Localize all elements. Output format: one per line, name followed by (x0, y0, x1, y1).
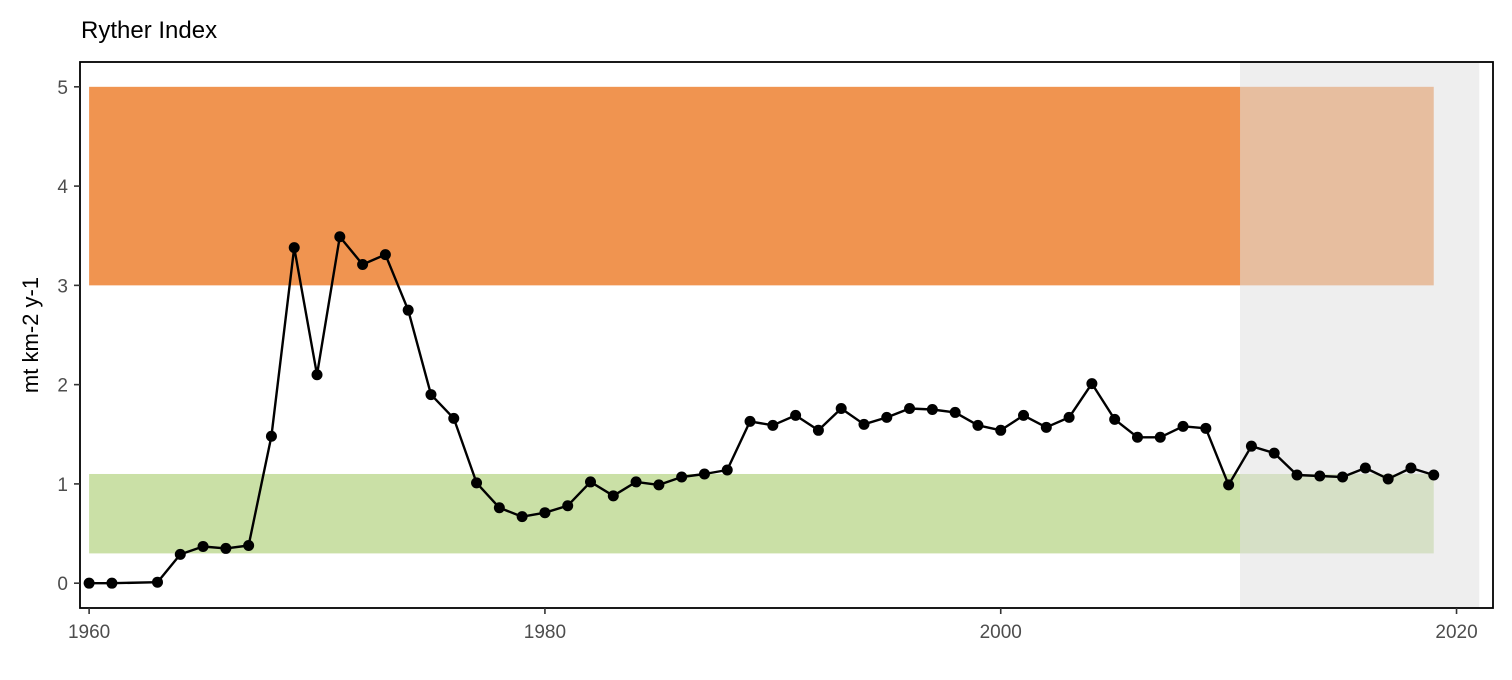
highlight-region (1240, 62, 1480, 608)
x-tick-label: 1960 (68, 622, 110, 643)
data-point (265, 430, 277, 442)
data-point (653, 479, 665, 491)
data-point (1245, 440, 1257, 452)
chart-title: Ryther Index (81, 17, 217, 44)
data-point (197, 540, 209, 552)
data-point (744, 415, 756, 427)
data-point (288, 242, 300, 254)
data-point (311, 369, 323, 381)
y-tick-label: 5 (57, 78, 68, 99)
data-point (767, 419, 779, 431)
x-tick-label: 2000 (980, 622, 1022, 643)
data-point (174, 548, 186, 560)
data-point (1428, 469, 1440, 481)
data-point (1200, 422, 1212, 434)
data-point (83, 577, 95, 589)
data-point (949, 406, 961, 418)
data-point (904, 402, 916, 414)
data-point (220, 542, 232, 554)
data-point (562, 500, 574, 512)
panel-border (79, 61, 1494, 609)
data-point (812, 424, 824, 436)
data-point (721, 464, 733, 476)
data-point (585, 476, 597, 488)
data-point (1291, 469, 1303, 481)
y-axis-title: mt km-2 y-1 (18, 277, 43, 393)
data-point (425, 389, 437, 401)
data-point (151, 576, 163, 588)
data-point (698, 468, 710, 480)
data-point (1405, 462, 1417, 474)
data-point (1063, 411, 1075, 423)
data-point (1382, 473, 1394, 485)
data-point (243, 539, 255, 551)
data-point (835, 402, 847, 414)
data-point (493, 502, 505, 514)
data-point (676, 471, 688, 483)
y-tick-label: 1 (57, 475, 68, 496)
data-point (1040, 421, 1052, 433)
data-point (379, 249, 391, 261)
data-point (972, 419, 984, 431)
data-point (1109, 413, 1121, 425)
data-point (448, 412, 460, 424)
data-point (995, 424, 1007, 436)
y-tick-label: 0 (57, 574, 68, 595)
data-point (1086, 378, 1098, 390)
band-high (89, 86, 1434, 286)
data-point (1337, 471, 1349, 483)
y-tick-label: 2 (57, 376, 68, 397)
data-point (1223, 479, 1235, 491)
data-point (516, 511, 528, 523)
data-point (1268, 447, 1280, 459)
data-point (402, 304, 414, 316)
x-tick-label: 2020 (1435, 622, 1477, 643)
data-point (607, 490, 619, 502)
data-point (881, 411, 893, 423)
band-low (89, 473, 1434, 554)
data-point (630, 476, 642, 488)
data-point (106, 577, 118, 589)
data-point (1177, 420, 1189, 432)
data-point (1154, 431, 1166, 443)
data-point (790, 409, 802, 421)
data-point (334, 231, 346, 243)
y-tick-label: 4 (57, 177, 68, 198)
data-point (471, 477, 483, 489)
y-tick-label: 3 (57, 276, 68, 297)
data-point (1131, 431, 1143, 443)
data-point (357, 259, 369, 271)
data-point (926, 403, 938, 415)
data-point (1314, 470, 1326, 482)
data-point (1018, 409, 1030, 421)
plot-area: 0 1 2 3 4 5 1960 1980 2000 2020 (57, 61, 1494, 643)
data-point (539, 507, 551, 519)
data-point (858, 418, 870, 430)
x-tick-label: 1980 (524, 622, 566, 643)
data-point (1359, 462, 1371, 474)
